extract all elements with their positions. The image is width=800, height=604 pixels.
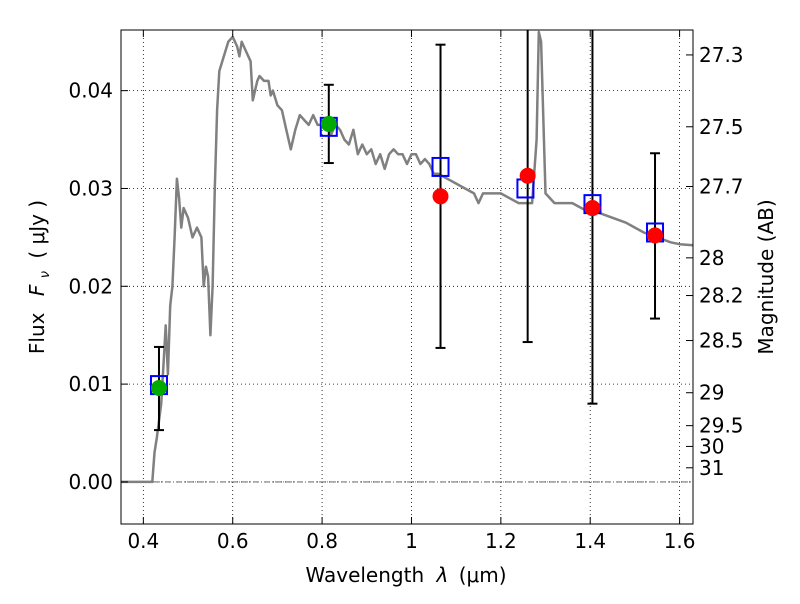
y-axis-label-symbol: F bbox=[25, 284, 49, 296]
magnitude-tick-label: 30 bbox=[699, 434, 724, 458]
tick-marks bbox=[121, 30, 693, 524]
y2-axis-label: Magnitude (AB) bbox=[754, 199, 778, 354]
y-tick-label: 0.00 bbox=[68, 470, 113, 494]
y-axis-label-unit: ( μJy ) bbox=[25, 200, 49, 259]
magnitude-tick-label: 28.2 bbox=[699, 284, 744, 308]
magnitude-tick-label: 27.5 bbox=[699, 115, 744, 139]
measurement-point bbox=[519, 167, 536, 184]
y-tick-label: 0.02 bbox=[68, 274, 113, 298]
magnitude-tick-label: 28 bbox=[699, 246, 724, 270]
x-tick-label: 1.6 bbox=[664, 529, 696, 553]
y-tick-label: 0.01 bbox=[68, 372, 113, 396]
model-spectrum-line bbox=[121, 30, 694, 484]
detection-point bbox=[150, 380, 167, 397]
error-bar bbox=[587, 30, 598, 405]
magnitude-tick-label: 27.7 bbox=[699, 175, 744, 199]
magnitude-tick-label: 29.5 bbox=[699, 414, 744, 438]
grid bbox=[121, 30, 693, 524]
x-tick-label: 1 bbox=[405, 529, 418, 553]
y-axis-label-text: Flux bbox=[25, 312, 49, 354]
x-axis-label-text: Wavelength bbox=[305, 563, 424, 587]
magnitude-tick-label: 31 bbox=[699, 456, 724, 480]
x-tick-label: 0.6 bbox=[217, 529, 249, 553]
y-axis-label: Flux F ν ( μJy ) bbox=[25, 200, 54, 354]
measurement-point bbox=[432, 188, 449, 205]
error-bars bbox=[153, 30, 661, 432]
model-point-box bbox=[431, 156, 450, 177]
x-tick-label: 0.8 bbox=[306, 529, 338, 553]
magnitude-tick-label: 29 bbox=[699, 381, 724, 405]
model-points bbox=[149, 116, 665, 396]
detection-point bbox=[320, 115, 337, 132]
measurement-point bbox=[647, 227, 664, 244]
x-tick-label: 1.4 bbox=[574, 529, 606, 553]
y-tick-label: 0.04 bbox=[68, 79, 113, 103]
measurement-point bbox=[584, 200, 601, 217]
magnitude-tick-label: 28.5 bbox=[699, 329, 744, 353]
y-tick-labels: 0.00 0.01 0.02 0.03 0.04 bbox=[68, 79, 113, 494]
axes-frame bbox=[120, 29, 694, 525]
magnitude-tick-label: 27.3 bbox=[699, 43, 744, 67]
y-tick-label: 0.03 bbox=[68, 176, 113, 200]
plot-area bbox=[121, 30, 694, 484]
x-axis-label-unit: (μm) bbox=[459, 563, 507, 587]
x-axis-label-symbol: λ bbox=[436, 563, 449, 587]
measured-points bbox=[150, 115, 664, 397]
x-tick-label: 1.2 bbox=[485, 529, 517, 553]
x-tick-labels: 0.4 0.6 0.8 1 1.2 1.4 1.6 bbox=[127, 529, 695, 553]
error-bar bbox=[522, 30, 533, 344]
x-axis-label: Wavelength λ (μm) bbox=[305, 563, 506, 587]
y-axis-label-subscript: ν bbox=[38, 271, 53, 278]
x-tick-label: 0.4 bbox=[127, 529, 159, 553]
